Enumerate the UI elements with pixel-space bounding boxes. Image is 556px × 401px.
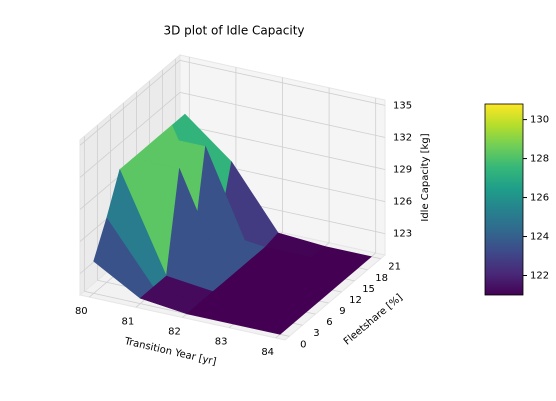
grid-line <box>179 59 386 106</box>
z-tick-label: 132 <box>393 132 412 143</box>
colorbar-tick-label: 130 <box>530 115 549 126</box>
x-tick-label: 84 <box>261 347 274 358</box>
y-tick-label: 9 <box>339 306 345 317</box>
x-axis-label: Transition Year [yr] <box>123 336 218 368</box>
grid-line <box>179 124 386 170</box>
y-tick-label: 15 <box>362 284 375 295</box>
y-tick-label: 3 <box>313 328 319 339</box>
y-tick-label: 6 <box>326 317 332 328</box>
y-tick-label: 12 <box>349 295 362 306</box>
z-tick-label: 126 <box>393 197 412 208</box>
x-tick-label: 80 <box>75 306 88 317</box>
z-tick-label: 135 <box>393 100 412 111</box>
chart-title: 3D plot of Idle Capacity <box>163 24 304 38</box>
colorbar-tick-label: 124 <box>530 232 549 243</box>
y-tick-label: 21 <box>388 262 401 273</box>
x-tick-label: 82 <box>168 327 181 338</box>
x-tick-label: 83 <box>215 337 228 348</box>
colorbar <box>484 103 524 296</box>
grid-line <box>79 60 181 146</box>
x-tick-label: 81 <box>122 316 135 327</box>
colorbar-tick-label: 128 <box>530 154 549 165</box>
grid-line <box>179 92 386 138</box>
z-tick-label: 129 <box>393 164 412 175</box>
colorbar-tick-label: 126 <box>530 193 549 204</box>
y-tick-label: 18 <box>375 273 388 284</box>
surface-patch <box>232 312 294 335</box>
y-tick-label: 0 <box>300 339 306 350</box>
z-tick-label: 123 <box>393 229 412 240</box>
grid-line <box>79 92 181 178</box>
z-axis-label: Idle Capacity [kg] <box>420 133 431 221</box>
colorbar-tick-label: 122 <box>530 271 549 282</box>
